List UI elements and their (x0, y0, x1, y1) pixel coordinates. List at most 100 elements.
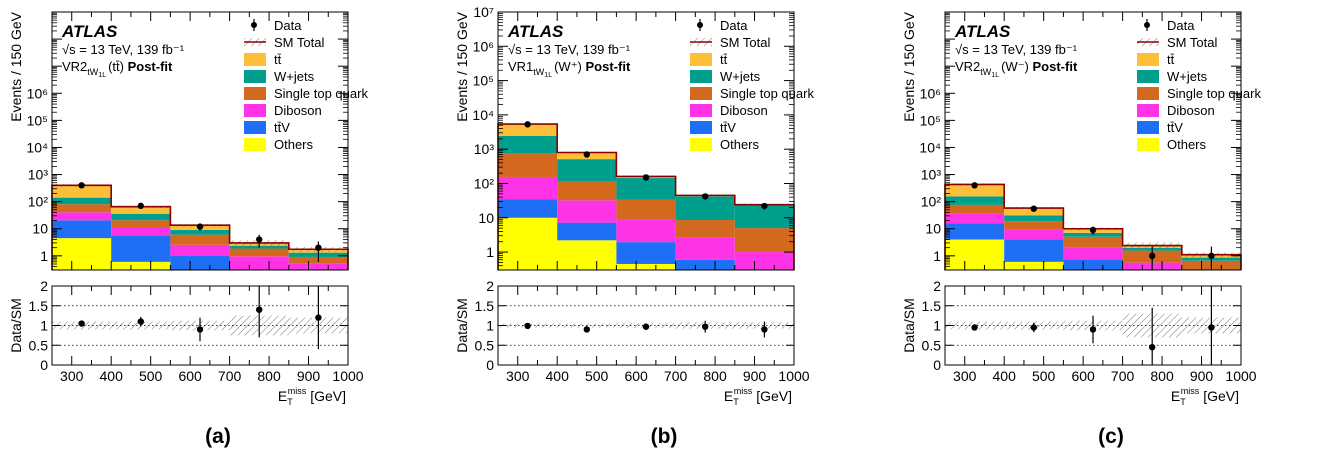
x-tick-label: 500 (1032, 368, 1056, 384)
ratio-point (196, 326, 204, 333)
y-tick-label: 10⁴ (919, 139, 941, 155)
experiment-label: ATLAS (61, 22, 118, 41)
y-tick-label: 10 (32, 221, 48, 237)
legend-swatch (244, 104, 266, 117)
stack-bar (616, 242, 676, 264)
x-tick-label: 500 (585, 368, 609, 384)
y-tick-label: 10⁵ (27, 112, 48, 128)
stack-bar (557, 200, 617, 223)
stack-bar (52, 238, 112, 270)
ratio-y-tick-label: 0.5 (922, 337, 942, 353)
ratio-y-tick-label: 0 (40, 357, 48, 373)
y-tick-label: 10⁴ (472, 107, 494, 123)
x-tick-label: 900 (743, 368, 767, 384)
ratio-point (524, 322, 531, 330)
stack-bar (945, 223, 1005, 240)
ratio-point (78, 320, 85, 327)
legend-swatch (690, 70, 712, 83)
legend-swatch (244, 53, 266, 66)
ratio-point (642, 323, 650, 330)
stack-bar (675, 196, 735, 221)
experiment-label: ATLAS (507, 22, 564, 41)
data-point (137, 202, 144, 210)
stack-bar (111, 226, 171, 236)
ratio-point (702, 323, 709, 330)
y-tick-label: 10⁶ (920, 85, 941, 101)
y-axis-label: Events / 150 GeV (901, 11, 917, 121)
stack-bar (498, 217, 558, 270)
stack-bar (1063, 236, 1123, 248)
stack-bar (616, 263, 676, 270)
legend-entry: W+jets (1167, 69, 1208, 84)
x-tick-label: 900 (1190, 368, 1214, 384)
stack-bar (1004, 229, 1064, 240)
y-tick-label: 10 (478, 210, 494, 226)
stack-bar (288, 263, 348, 270)
stack-bar (945, 184, 1005, 197)
stack-bar (170, 229, 230, 235)
stack-bar (734, 228, 794, 253)
y-tick-label: 1 (40, 248, 48, 264)
legend-entry: tt̄V (274, 120, 290, 135)
stack-bar (675, 220, 735, 238)
y-tick-label: 10³ (474, 141, 495, 157)
legend-entry: Diboson (274, 103, 322, 118)
stack-bar (1063, 232, 1123, 237)
y-tick-label: 10² (921, 194, 942, 210)
stack-bar (1004, 215, 1064, 222)
ratio-point (1208, 324, 1215, 331)
legend-swatch (1137, 70, 1159, 83)
x-tick-label: 700 (664, 368, 688, 384)
legend-entry: Data (720, 18, 748, 33)
ratio-point (137, 318, 144, 325)
legend-swatch (1137, 104, 1159, 117)
legend-swatch (1137, 87, 1159, 100)
stack-bar (111, 206, 171, 214)
x-tick-label: 300 (953, 368, 977, 384)
y-tick-label: 10³ (921, 167, 942, 183)
ratio-point (583, 326, 590, 333)
legend-swatch (690, 121, 712, 134)
x-tick-label: 1000 (332, 368, 363, 384)
legend-entry: tt̄ (274, 52, 282, 67)
ratio-y-tick-label: 1 (486, 318, 494, 334)
stack-bar (498, 176, 558, 200)
stack-bar (734, 205, 794, 229)
main-plot-frame (51, 11, 349, 271)
ratio-point (1089, 326, 1097, 333)
ratio-point (971, 324, 978, 331)
data-point (1149, 252, 1156, 260)
legend-entry: W+jets (274, 69, 315, 84)
x-tick-label: 1000 (778, 368, 809, 384)
x-tick-label: 600 (178, 368, 202, 384)
legend-swatch (690, 87, 712, 100)
ratio-panel: 0 0.5 1 1.5 2 Data/SM 300 400 500 600 700 800 900 100… (901, 278, 1257, 407)
stack-bar (170, 255, 230, 270)
x-tick-label: 400 (546, 368, 570, 384)
stack-bar (557, 222, 617, 241)
y-axis-label: Events / 150 GeV (454, 11, 470, 121)
x-tick-label: 700 (1111, 368, 1135, 384)
legend-entry: Diboson (1167, 103, 1215, 118)
ratio-y-tick-label: 1.5 (29, 298, 49, 314)
main-plot-frame (944, 11, 1242, 271)
x-tick-label: 800 (703, 368, 727, 384)
ratio-panel: 0 0.5 1 1.5 2 Data/SM 300 400 500 600 700 800 900 100… (454, 278, 810, 407)
stack-bar (52, 197, 112, 205)
x-tick-label: 300 (506, 368, 530, 384)
stack-bar (616, 219, 676, 243)
legend-data-marker (697, 22, 703, 28)
legend-entry: Single top quark (274, 86, 368, 101)
data-point (761, 202, 768, 210)
legend-entry: tt̄ (1167, 52, 1175, 67)
x-tick-label: 300 (60, 368, 84, 384)
ratio-point (1030, 324, 1038, 331)
legend-swatch (1137, 53, 1159, 66)
panel-caption-a: (a) (205, 425, 231, 448)
ratio-point (1149, 344, 1156, 351)
y-tick-label: 10³ (28, 167, 49, 183)
stack-bar (111, 261, 171, 270)
legend-entry: SM Total (1167, 35, 1217, 50)
